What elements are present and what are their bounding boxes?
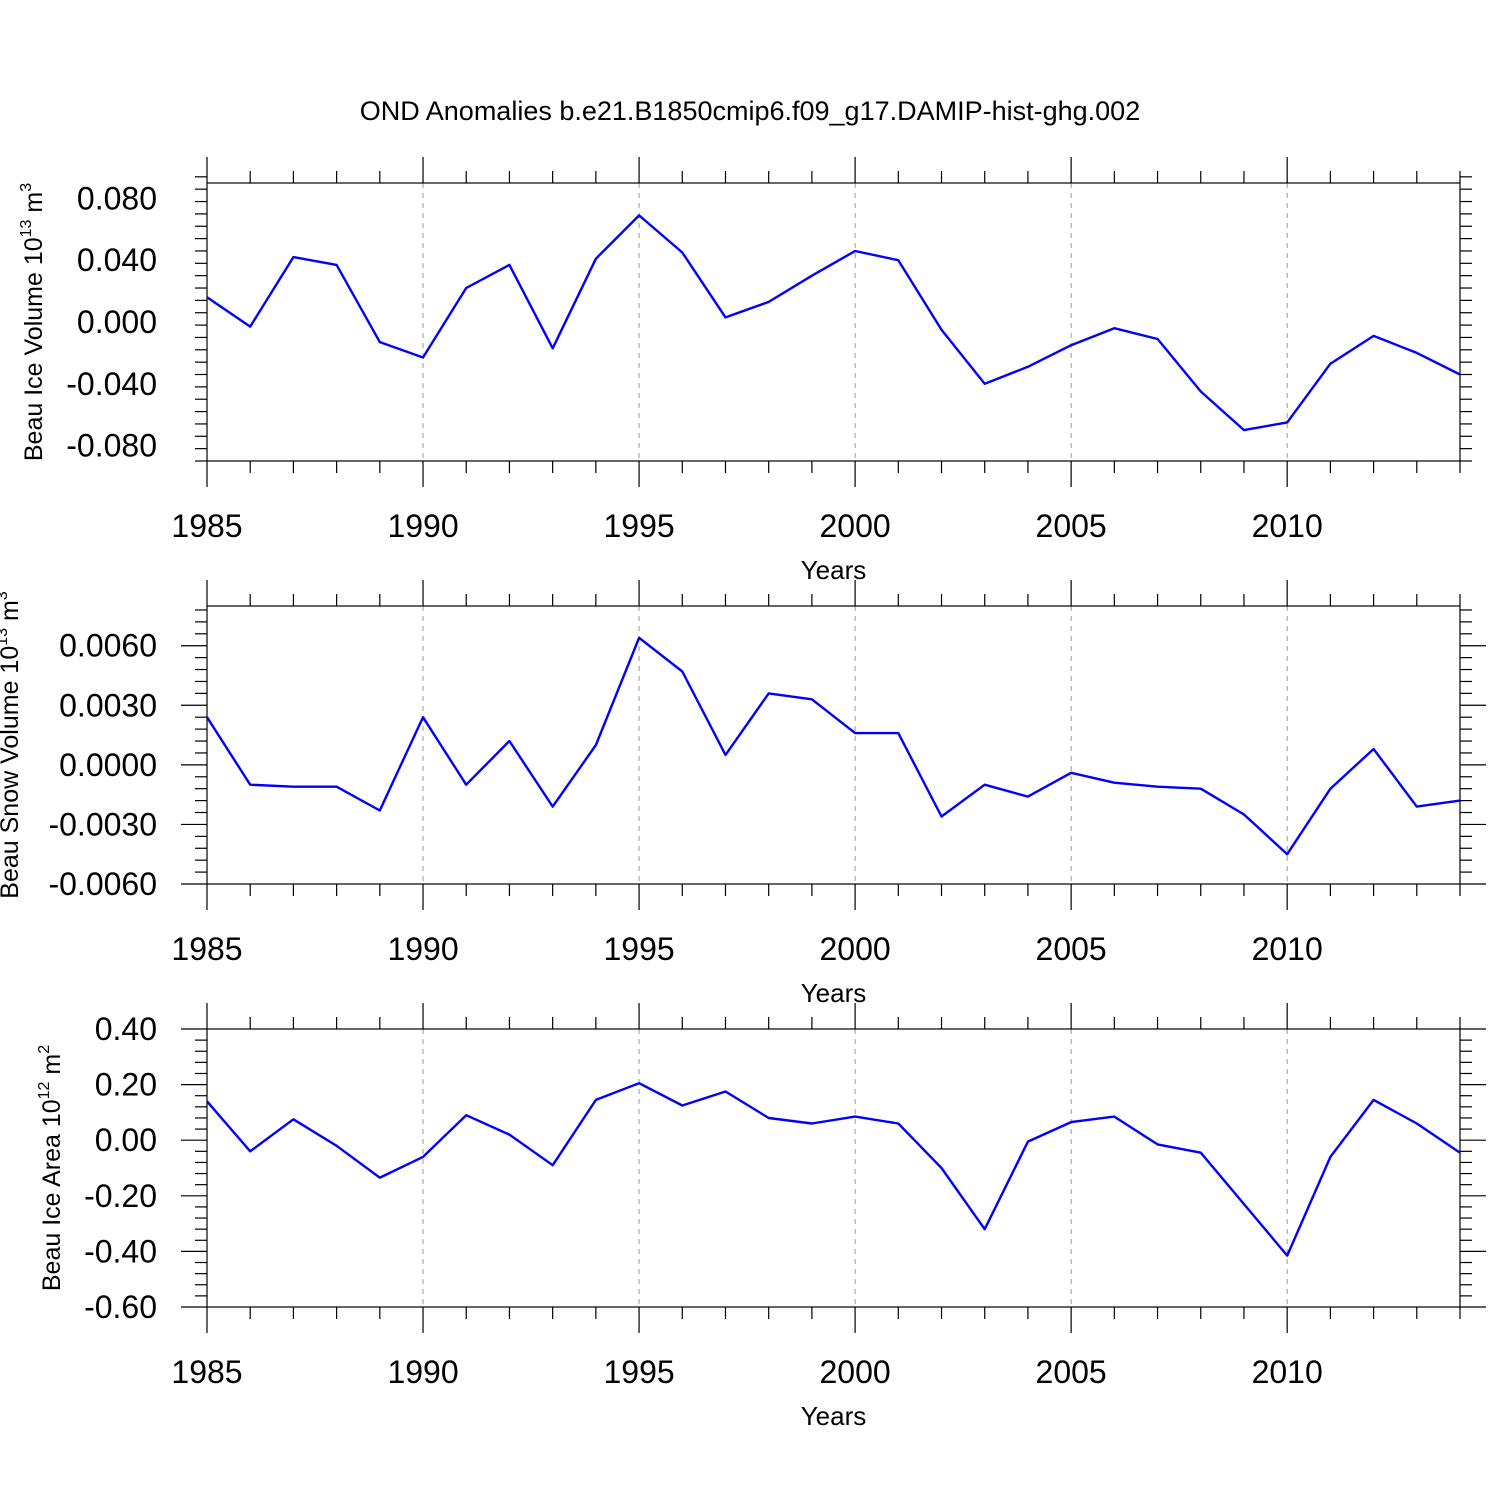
series-line bbox=[206, 214, 1461, 432]
y-tick-label: -0.040 bbox=[66, 366, 157, 402]
y-axis-label: Beau Snow Volume 1013 m3 bbox=[0, 591, 24, 899]
plot-frame bbox=[206, 182, 1461, 462]
y-tick-label: 0.0030 bbox=[59, 687, 157, 723]
x-tick-label: 1995 bbox=[603, 1354, 674, 1390]
x-tick-label: 2005 bbox=[1036, 508, 1107, 544]
x-tick-label: 2000 bbox=[820, 931, 891, 967]
panel-2: 1985 1990 1995 2000 2005 2010 Years 0.0060 0.003… bbox=[0, 580, 1486, 1008]
x-tick-label: 1995 bbox=[603, 931, 674, 967]
x-tick-label: 1990 bbox=[387, 1354, 458, 1390]
y-tick-label: 0.40 bbox=[95, 1011, 157, 1047]
x-tick-label: 2005 bbox=[1036, 931, 1107, 967]
x-tick-label: 2010 bbox=[1252, 508, 1323, 544]
x-tick-label: 2010 bbox=[1252, 1354, 1323, 1390]
y-tick-label: 0.040 bbox=[77, 242, 157, 278]
y-tick-label: 0.000 bbox=[77, 304, 157, 340]
x-tick-label: 2005 bbox=[1036, 1354, 1107, 1390]
plot-frame bbox=[206, 605, 1461, 885]
x-tick-label: 2000 bbox=[820, 1354, 891, 1390]
y-tick-label: 0.20 bbox=[95, 1067, 157, 1103]
y-axis-label: Beau Ice Area 1012 m2 bbox=[36, 1045, 66, 1291]
y-tick-label: -0.0060 bbox=[48, 866, 157, 902]
panel-1: 1985 1990 1995 2000 2005 2010 Years 0.080 0.040 0… bbox=[18, 157, 1472, 585]
x-axis-label: Years bbox=[801, 555, 867, 585]
y-tick-label: -0.0030 bbox=[48, 806, 157, 842]
series-line bbox=[205, 636, 1461, 856]
y-tick-label: 0.080 bbox=[77, 180, 157, 216]
figure-title: OND Anomalies b.e21.B1850cmip6.f09_g17.D… bbox=[360, 96, 1140, 126]
x-tick-label: 2010 bbox=[1252, 931, 1323, 967]
x-tick-label: 1985 bbox=[171, 931, 242, 967]
x-axis-label: Years bbox=[801, 978, 867, 1008]
panel-3: 1985 1990 1995 2000 2005 2010 Years 0.40 0.20 0.0… bbox=[36, 1003, 1486, 1431]
x-axis-label: Years bbox=[801, 1401, 867, 1431]
y-tick-label: 0.0060 bbox=[59, 628, 157, 664]
y-tick-label: -0.080 bbox=[66, 428, 157, 464]
panels: 1985 1990 1995 2000 2005 2010 Years 0.080 0.040 0… bbox=[0, 157, 1486, 1431]
x-tick-label: 1995 bbox=[603, 508, 674, 544]
plot-frame bbox=[206, 1028, 1461, 1308]
y-tick-label: -0.40 bbox=[84, 1233, 157, 1269]
y-tick-label: -0.60 bbox=[84, 1289, 157, 1325]
y-tick-label: 0.00 bbox=[95, 1122, 157, 1158]
y-tick-label: 0.0000 bbox=[59, 747, 157, 783]
x-tick-label: 1985 bbox=[171, 1354, 242, 1390]
x-tick-label: 2000 bbox=[820, 508, 891, 544]
x-tick-label: 1985 bbox=[171, 508, 242, 544]
y-axis-label: Beau Ice Volume 1013 m3 bbox=[18, 183, 48, 461]
x-tick-label: 1990 bbox=[387, 931, 458, 967]
x-tick-label: 1990 bbox=[387, 508, 458, 544]
y-tick-label: -0.20 bbox=[84, 1178, 157, 1214]
series-line bbox=[206, 1081, 1461, 1257]
